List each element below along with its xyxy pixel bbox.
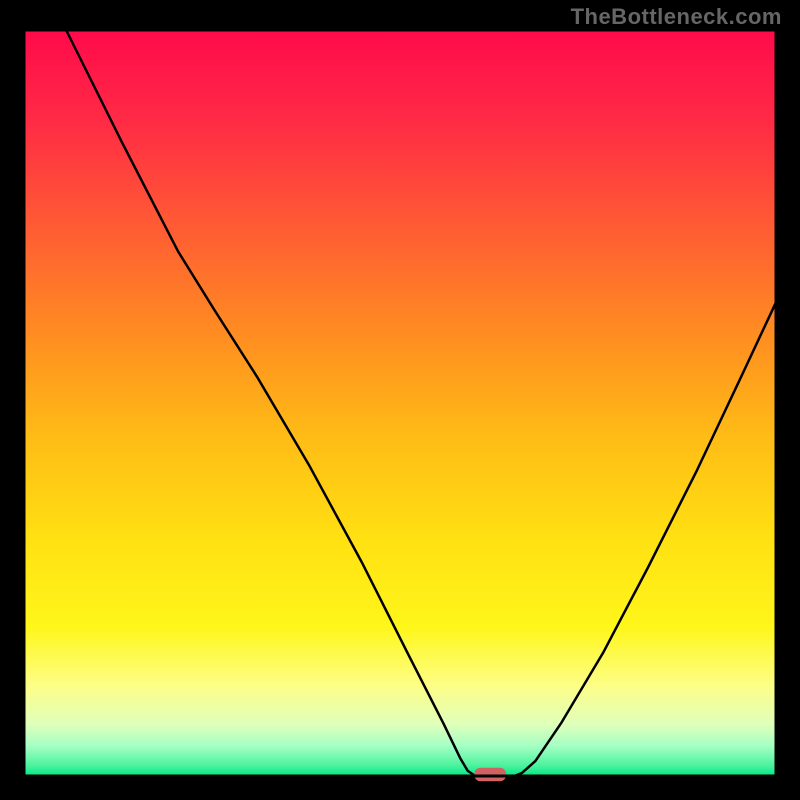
gradient-chart-svg bbox=[0, 0, 800, 800]
figure-root: TheBottleneck.com bbox=[0, 0, 800, 800]
plot-area-gradient-rect bbox=[24, 30, 776, 776]
watermark-label: TheBottleneck.com bbox=[571, 4, 782, 30]
